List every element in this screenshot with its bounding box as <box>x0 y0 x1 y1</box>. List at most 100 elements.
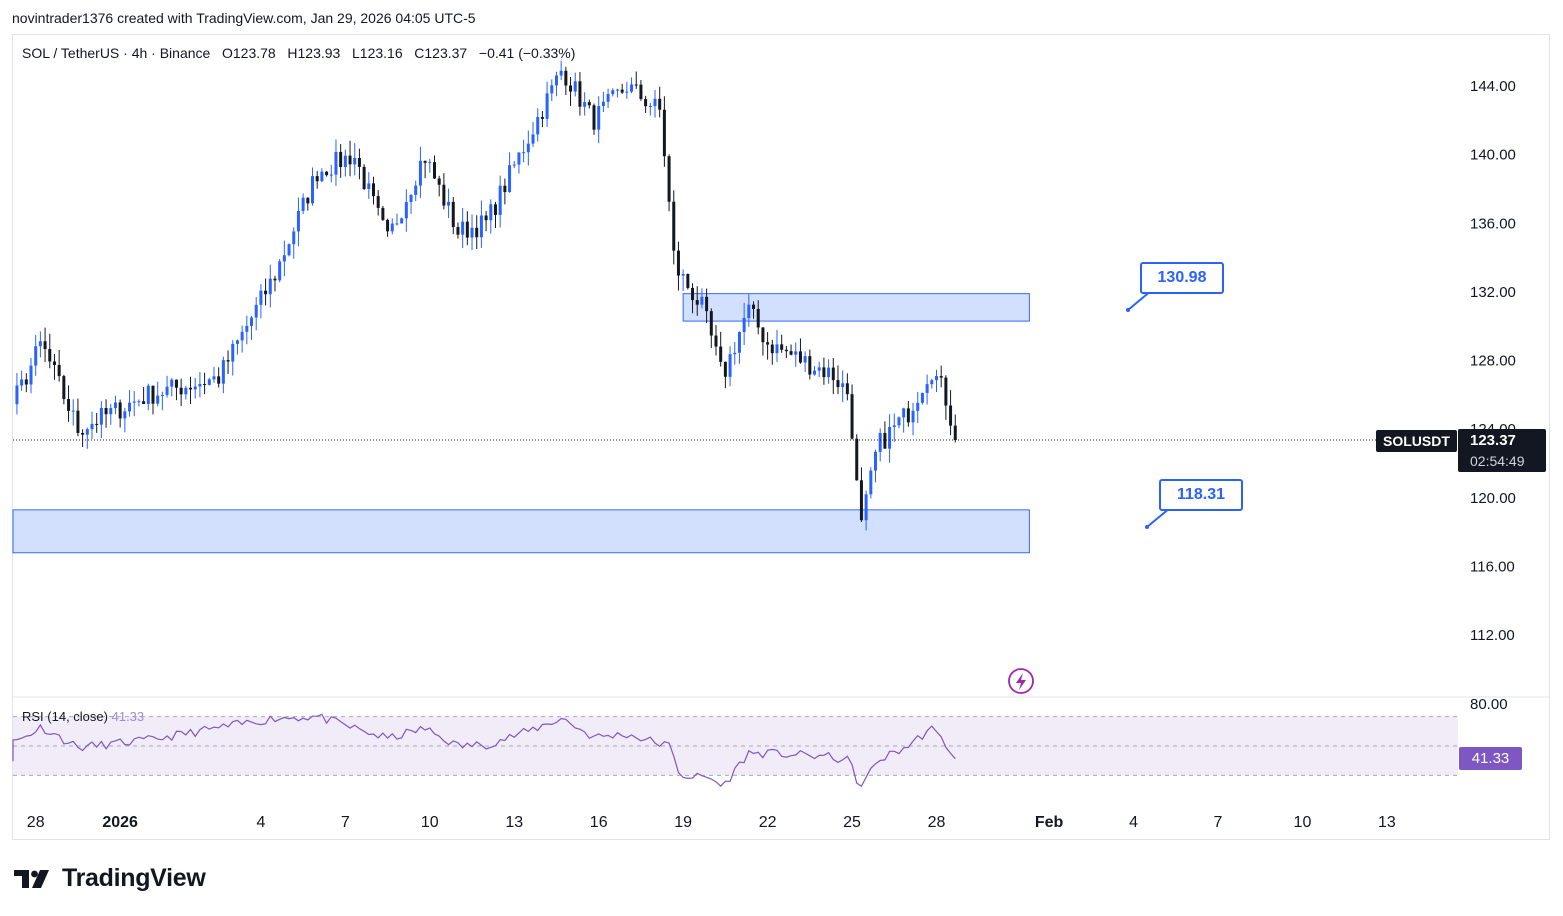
candle <box>766 332 770 360</box>
candle <box>57 349 61 382</box>
candle <box>348 140 352 177</box>
lower-zone-callout[interactable]: 118.31 <box>1159 479 1243 511</box>
candle <box>132 391 136 417</box>
time-axis-label: 7 <box>341 814 350 831</box>
candle-body <box>418 160 422 186</box>
candle-body <box>601 101 605 107</box>
candle-body <box>372 183 375 197</box>
candle <box>81 429 85 447</box>
candle <box>400 217 404 224</box>
time-axis-label: 13 <box>1378 814 1396 831</box>
candle-body <box>554 75 558 86</box>
candle-body <box>709 311 713 336</box>
candle <box>911 402 915 436</box>
candle <box>831 357 835 394</box>
candle <box>906 400 910 427</box>
candle-body <box>362 166 366 189</box>
candle-body <box>43 341 47 349</box>
candle <box>545 81 549 127</box>
candle-body <box>920 392 924 403</box>
candle <box>198 371 202 398</box>
candle-body <box>414 185 418 195</box>
candle-body <box>667 156 671 202</box>
candle <box>583 92 587 116</box>
candle <box>592 103 596 135</box>
candle-body <box>742 317 746 333</box>
candle-body <box>780 344 784 350</box>
candle-body <box>559 70 563 76</box>
candle-body <box>282 255 286 262</box>
candle-body <box>878 433 882 452</box>
candle <box>329 164 333 183</box>
candle-body <box>658 98 662 110</box>
candle-body <box>752 304 756 309</box>
candle <box>601 91 605 113</box>
candle-body <box>930 380 934 385</box>
candle-body <box>90 423 94 430</box>
lower-callout-pointer <box>1146 507 1171 528</box>
candle <box>278 258 282 283</box>
tradingview-brand[interactable]: TradingView <box>14 864 206 893</box>
candle-body <box>498 185 502 215</box>
candle <box>897 416 901 429</box>
price-axis-label: 140.00 <box>1470 147 1516 164</box>
price-axis-label: 112.00 <box>1470 627 1515 644</box>
time-axis-label: 28 <box>928 814 946 831</box>
candle-body <box>859 480 863 521</box>
candle <box>362 164 366 190</box>
candle <box>484 211 488 232</box>
rsi-legend[interactable]: RSI (14, close) 41.33 <box>22 709 144 724</box>
candle <box>714 324 718 356</box>
candle <box>512 161 516 169</box>
candle-body <box>714 335 718 347</box>
candle-body <box>916 402 920 411</box>
time-axis-label: Feb <box>1035 814 1064 831</box>
candle <box>925 374 929 405</box>
candle <box>789 344 793 356</box>
candle <box>203 372 207 395</box>
candle <box>71 399 75 426</box>
symbol-legend[interactable]: SOL / TetherUS · 4h · Binance O123.78 H1… <box>22 45 576 61</box>
candle <box>320 168 324 183</box>
candle-body <box>451 201 455 228</box>
candle-body <box>329 174 333 176</box>
candle-body <box>189 387 193 390</box>
candle <box>24 373 28 393</box>
candle-body <box>906 408 910 423</box>
candle <box>676 241 680 291</box>
candle-body <box>592 105 596 130</box>
candle-body <box>48 348 52 362</box>
candle-body <box>343 155 347 168</box>
candle <box>142 386 146 405</box>
candle-body <box>118 402 122 419</box>
upper-zone-callout[interactable]: 130.98 <box>1140 262 1224 294</box>
candle-body <box>250 317 254 326</box>
candle <box>259 284 263 319</box>
candle-body <box>479 215 483 238</box>
upper-callout-anchor <box>1126 308 1130 312</box>
candle <box>536 108 540 142</box>
candle-body <box>339 151 343 168</box>
candle-body <box>691 287 695 301</box>
candle-body <box>822 367 826 378</box>
open-value: O123.78 <box>222 45 276 61</box>
candle-body <box>311 176 315 204</box>
candle-body <box>827 367 831 378</box>
lower-callout-anchor <box>1145 525 1149 529</box>
candle <box>705 288 709 324</box>
candle <box>728 346 732 387</box>
candle <box>874 449 878 483</box>
support-zone <box>12 509 1030 554</box>
candle <box>878 428 882 462</box>
candle-body <box>325 171 329 176</box>
candle-body <box>653 98 657 106</box>
candle <box>212 366 216 383</box>
candle <box>737 331 741 364</box>
candle-body <box>62 376 66 400</box>
candle <box>681 269 685 291</box>
candle <box>723 361 727 389</box>
time-axis-label: 2026 <box>102 814 138 831</box>
candle <box>67 385 71 422</box>
candle <box>118 399 122 428</box>
